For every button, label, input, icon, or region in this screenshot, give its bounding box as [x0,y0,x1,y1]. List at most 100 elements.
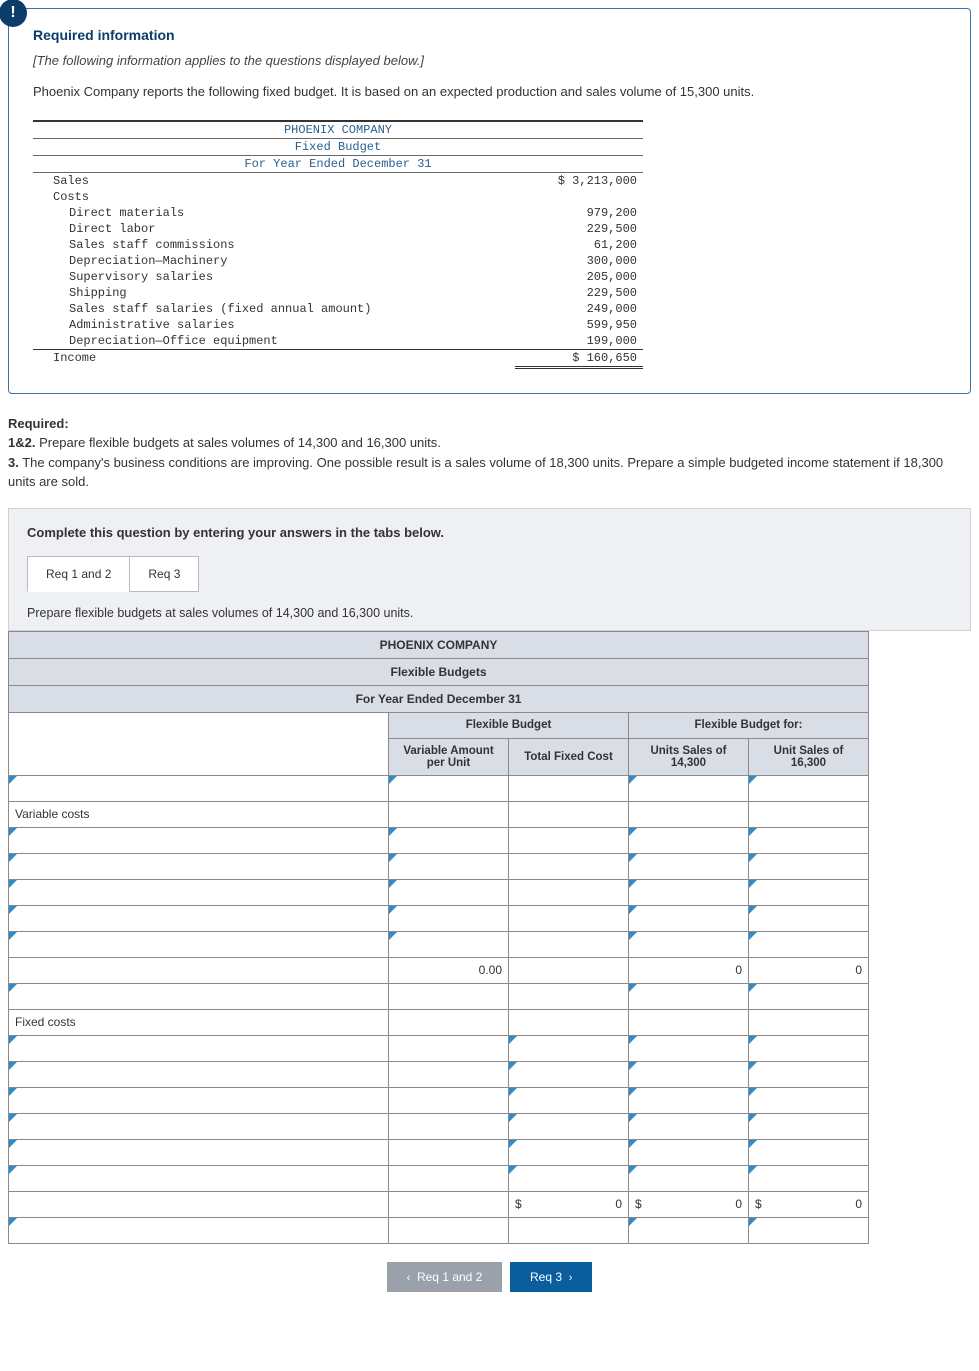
table-row[interactable] [9,1139,389,1165]
table-cell[interactable] [389,775,509,801]
budget-row-label: Direct materials [33,205,515,221]
table-row [9,1191,389,1217]
table-row[interactable] [9,879,389,905]
required-info-title: Required information [33,27,946,43]
budget-row-label: Sales [33,172,515,189]
chevron-left-icon: ‹ [407,1272,411,1284]
table-cell[interactable] [389,827,509,853]
ft-period: For Year Ended December 31 [9,685,869,712]
table-cell[interactable] [629,1139,749,1165]
budget-row-value: $ 3,213,000 [515,172,643,189]
fixed-total-16300: $0 [749,1191,869,1217]
table-cell[interactable] [629,775,749,801]
ft-subtitle: Flexible Budgets [9,658,869,685]
budget-row-label: Shipping [33,285,515,301]
table-cell[interactable] [749,1087,869,1113]
table-cell[interactable] [749,1165,869,1191]
table-cell[interactable] [749,853,869,879]
budget-header-type: Fixed Budget [33,138,643,155]
budget-row-label: Sales staff salaries (fixed annual amoun… [33,301,515,317]
required-info-subtitle: [The following information applies to th… [33,53,946,68]
table-cell[interactable] [749,905,869,931]
table-cell[interactable] [509,1087,629,1113]
tab-req-1-2[interactable]: Req 1 and 2 [27,556,130,592]
budget-row-value: 229,500 [515,221,643,237]
req-line1-num: 1&2. [8,435,35,450]
tabs-row: Req 1 and 2 Req 3 [9,556,970,592]
budget-row-label: Supervisory salaries [33,269,515,285]
table-cell[interactable] [749,1061,869,1087]
req-line2-num: 3. [8,455,19,470]
table-cell[interactable] [629,827,749,853]
table-cell[interactable] [629,931,749,957]
ft-col3: Units Sales of 14,300 [629,738,749,775]
table-row [9,957,389,983]
variable-total-14300: 0 [629,957,749,983]
budget-row-value: 205,000 [515,269,643,285]
table-cell[interactable] [509,1061,629,1087]
table-cell[interactable] [509,1035,629,1061]
table-cell[interactable] [629,1165,749,1191]
next-button[interactable]: Req 3 › [510,1262,592,1292]
table-cell[interactable] [629,1087,749,1113]
table-row[interactable] [9,1087,389,1113]
ft-col4: Unit Sales of 16,300 [749,738,869,775]
table-cell[interactable] [629,1061,749,1087]
fixed-total-cost: $0 [509,1191,629,1217]
req-line1-text: Prepare flexible budgets at sales volume… [35,435,440,450]
ft-blank-header [9,712,389,775]
table-cell[interactable] [389,905,509,931]
table-cell[interactable] [629,1113,749,1139]
table-row[interactable] [9,827,389,853]
table-row[interactable] [9,983,389,1009]
table-cell[interactable] [509,1139,629,1165]
table-cell[interactable] [509,1165,629,1191]
required-info-description: Phoenix Company reports the following fi… [33,82,946,102]
table-cell[interactable] [509,1113,629,1139]
budget-row-value: 249,000 [515,301,643,317]
ft-title: PHOENIX COMPANY [9,631,869,658]
table-cell[interactable] [749,1035,869,1061]
table-cell[interactable] [749,1217,869,1243]
table-cell[interactable] [749,983,869,1009]
table-row[interactable] [9,1061,389,1087]
table-cell[interactable] [389,931,509,957]
nav-buttons: ‹ Req 1 and 2 Req 3 › [0,1262,979,1292]
table-row[interactable] [9,1035,389,1061]
fixed-costs-label: Fixed costs [9,1009,389,1035]
table-row[interactable] [9,1217,389,1243]
ft-col1: Variable Amount per Unit [389,738,509,775]
budget-row-label: Depreciation—Office equipment [33,333,515,350]
table-cell[interactable] [749,879,869,905]
table-row[interactable] [9,905,389,931]
budget-row-label: Administrative salaries [33,317,515,333]
budget-row-label: Sales staff commissions [33,237,515,253]
table-row[interactable] [9,853,389,879]
variable-total-16300: 0 [749,957,869,983]
table-row[interactable] [9,1165,389,1191]
prev-button[interactable]: ‹ Req 1 and 2 [387,1262,503,1292]
table-cell[interactable] [749,827,869,853]
budget-row-label: Direct labor [33,221,515,237]
table-cell[interactable] [629,905,749,931]
budget-header-period: For Year Ended December 31 [33,155,643,172]
table-cell[interactable] [749,931,869,957]
budget-row-value: 300,000 [515,253,643,269]
table-row[interactable] [9,931,389,957]
table-cell[interactable] [749,1113,869,1139]
table-cell[interactable] [749,775,869,801]
table-cell[interactable] [389,879,509,905]
ft-group1: Flexible Budget [389,712,629,738]
table-cell[interactable] [749,1139,869,1165]
answer-panel: Complete this question by entering your … [8,508,971,631]
table-cell[interactable] [629,879,749,905]
table-row[interactable] [9,1113,389,1139]
table-cell[interactable] [629,1035,749,1061]
table-row[interactable] [9,775,389,801]
table-cell[interactable] [389,853,509,879]
table-cell[interactable] [629,983,749,1009]
budget-row-label: Depreciation—Machinery [33,253,515,269]
table-cell[interactable] [629,853,749,879]
tab-req-3[interactable]: Req 3 [129,556,199,592]
table-cell[interactable] [629,1217,749,1243]
